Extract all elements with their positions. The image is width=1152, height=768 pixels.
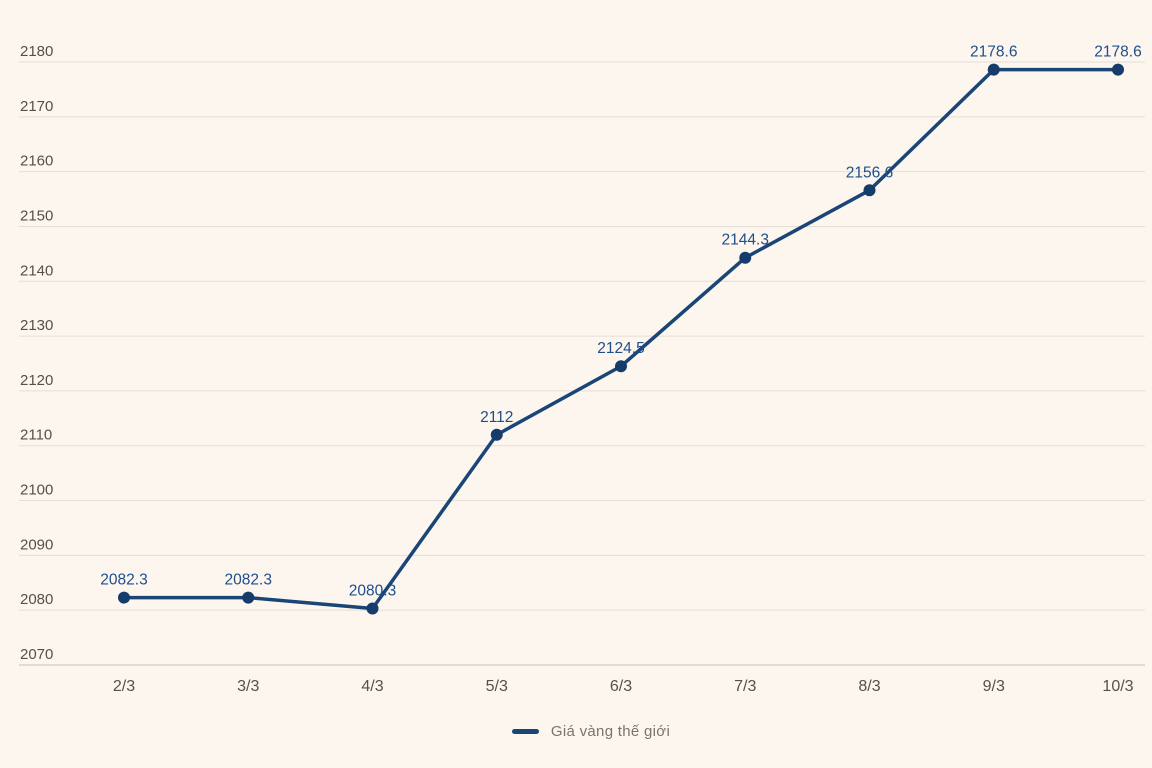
x-axis-tick-label: 7/3 bbox=[734, 678, 756, 695]
y-axis-tick-label: 2080 bbox=[20, 591, 53, 608]
data-point[interactable] bbox=[863, 184, 876, 197]
y-axis-tick-label: 2180 bbox=[20, 43, 53, 60]
data-point-label: 2144.3 bbox=[722, 232, 769, 249]
y-axis-tick-label: 2100 bbox=[20, 482, 53, 499]
data-point[interactable] bbox=[987, 63, 1000, 76]
data-point-label: 2178.6 bbox=[1094, 44, 1141, 61]
x-axis-tick-label: 4/3 bbox=[361, 678, 383, 695]
data-point[interactable] bbox=[118, 591, 130, 604]
data-point-label: 2082.3 bbox=[100, 572, 147, 589]
series-line bbox=[122, 67, 1120, 611]
x-axis-tick-label: 2/3 bbox=[113, 678, 135, 695]
data-point[interactable] bbox=[366, 602, 379, 615]
data-point[interactable] bbox=[242, 591, 255, 604]
y-axis-tick-label: 2160 bbox=[20, 153, 53, 170]
data-point-label: 2124.5 bbox=[597, 340, 644, 357]
x-axis-tick-label: 8/3 bbox=[858, 678, 880, 695]
data-point[interactable] bbox=[1112, 63, 1124, 76]
y-axis-tick-label: 2110 bbox=[20, 427, 52, 444]
data-point[interactable] bbox=[490, 428, 503, 441]
legend-line-swatch bbox=[511, 728, 539, 734]
y-axis-tick-label: 2150 bbox=[20, 207, 53, 224]
y-axis-tick-label: 2120 bbox=[20, 372, 53, 389]
data-point-label: 2156.6 bbox=[846, 164, 893, 181]
legend-item-gold-price[interactable]: Giá vàng thế giới bbox=[482, 723, 670, 740]
x-axis-tick-label: 9/3 bbox=[983, 678, 1005, 695]
data-point[interactable] bbox=[739, 251, 752, 264]
legend-label: Giá vàng thế giới bbox=[550, 722, 671, 740]
chart-legend: Giá vàng thế giới bbox=[0, 717, 1152, 745]
data-point-label: 2082.3 bbox=[225, 572, 272, 589]
data-point[interactable] bbox=[615, 360, 627, 373]
data-point-label: 2080.3 bbox=[349, 583, 396, 600]
data-point-label: 2178.6 bbox=[970, 44, 1017, 61]
data-point-label: 2112 bbox=[480, 409, 513, 426]
x-axis-tick-label: 3/3 bbox=[237, 678, 259, 695]
chart-plot-area: 2070 2080 2090 2100 2110 2120 2130 2140 2150 2160… bbox=[19, 43, 1145, 695]
x-axis-tick-label: 6/3 bbox=[610, 678, 632, 695]
x-axis-tick-label: 10/3 bbox=[1102, 678, 1133, 695]
y-axis-tick-label: 2140 bbox=[20, 262, 53, 279]
x-axis-tick-label: 5/3 bbox=[486, 678, 508, 695]
y-axis-tick-label: 2070 bbox=[20, 646, 53, 663]
y-axis-tick-label: 2130 bbox=[20, 317, 53, 334]
y-axis-tick-label: 2090 bbox=[20, 536, 53, 553]
y-axis-tick-label: 2170 bbox=[20, 98, 53, 115]
